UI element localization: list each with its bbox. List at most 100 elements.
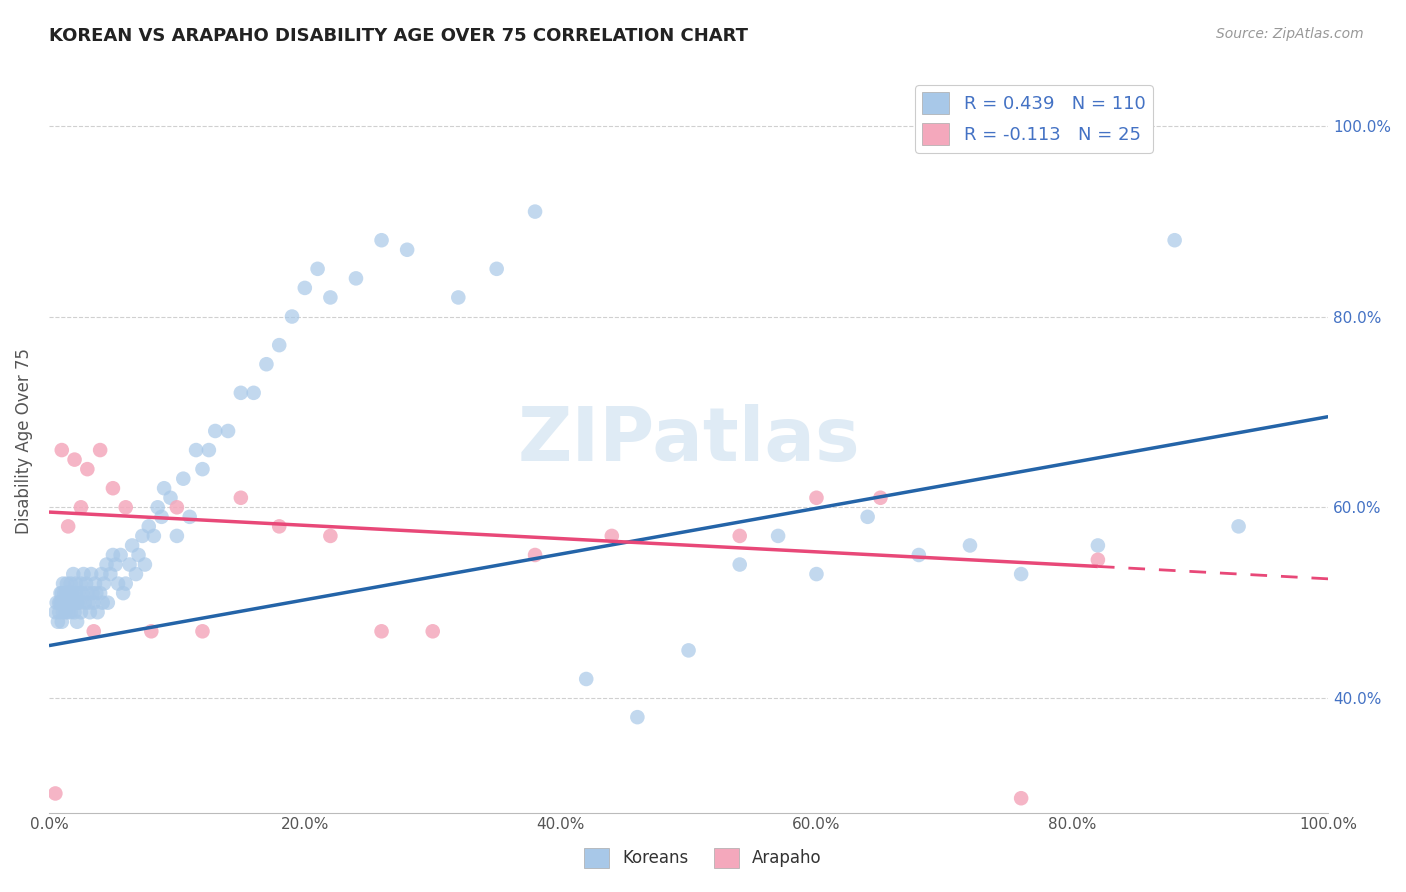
Point [524,204,547,219]
Point [153,481,176,495]
Point [55,605,77,619]
Point [79,605,101,619]
Point [66,596,89,610]
Point [370,233,392,247]
Legend: R = 0.439   N = 110, R = -0.113   N = 25: R = 0.439 N = 110, R = -0.113 N = 25 [915,85,1153,153]
Point [179,509,201,524]
Point [319,529,342,543]
Point [83,624,105,639]
Point [90,567,112,582]
Point [229,491,252,505]
Point [1010,791,1032,805]
Point [48,596,70,610]
Point [53,596,76,610]
Point [229,385,252,400]
Point [959,538,981,552]
Y-axis label: Disability Age Over 75: Disability Age Over 75 [15,348,32,533]
Point [269,338,291,352]
Point [63,452,86,467]
Point [104,558,127,572]
Point [96,558,118,572]
Point [114,500,136,515]
Point [56,519,79,533]
Point [242,385,264,400]
Point [65,576,87,591]
Point [60,596,83,610]
Point [70,586,93,600]
Point [217,424,239,438]
Point [70,500,93,515]
Point [93,576,115,591]
Point [869,491,891,505]
Point [204,424,226,438]
Point [56,576,79,591]
Point [59,576,82,591]
Point [114,576,136,591]
Point [63,596,86,610]
Point [112,586,135,600]
Point [254,357,277,371]
Point [728,529,751,543]
Point [191,624,214,639]
Point [51,443,73,458]
Point [51,615,73,629]
Point [82,586,104,600]
Point [166,500,188,515]
Point [56,596,79,610]
Point [524,548,547,562]
Point [269,519,291,533]
Point [56,586,79,600]
Point [118,558,141,572]
Legend: Koreans, Arapaho: Koreans, Arapaho [578,841,828,875]
Point [84,576,107,591]
Point [1227,519,1250,533]
Point [101,481,124,495]
Point [856,509,879,524]
Point [55,596,77,610]
Point [51,596,73,610]
Point [344,271,367,285]
Point [142,529,165,543]
Point [307,261,329,276]
Point [422,624,444,639]
Point [485,261,508,276]
Point [806,567,828,582]
Point [370,624,392,639]
Point [728,558,751,572]
Point [806,491,828,505]
Point [172,472,194,486]
Point [1087,553,1109,567]
Point [138,519,160,533]
Point [72,567,94,582]
Point [80,567,103,582]
Point [48,605,70,619]
Point [69,596,91,610]
Point [575,672,598,686]
Text: Source: ZipAtlas.com: Source: ZipAtlas.com [1216,27,1364,41]
Point [75,576,97,591]
Point [907,548,929,562]
Point [281,310,304,324]
Point [131,529,153,543]
Point [159,491,181,505]
Point [1010,567,1032,582]
Point [107,576,129,591]
Point [53,586,76,600]
Point [70,576,93,591]
Point [121,538,143,552]
Point [100,567,122,582]
Point [89,586,111,600]
Point [184,443,207,458]
Point [67,586,90,600]
Point [52,576,75,591]
Point [150,509,173,524]
Point [1163,233,1185,247]
Point [62,567,84,582]
Point [83,596,105,610]
Point [86,605,108,619]
Point [76,586,98,600]
Point [45,596,67,610]
Point [63,605,86,619]
Point [65,586,87,600]
Point [70,605,93,619]
